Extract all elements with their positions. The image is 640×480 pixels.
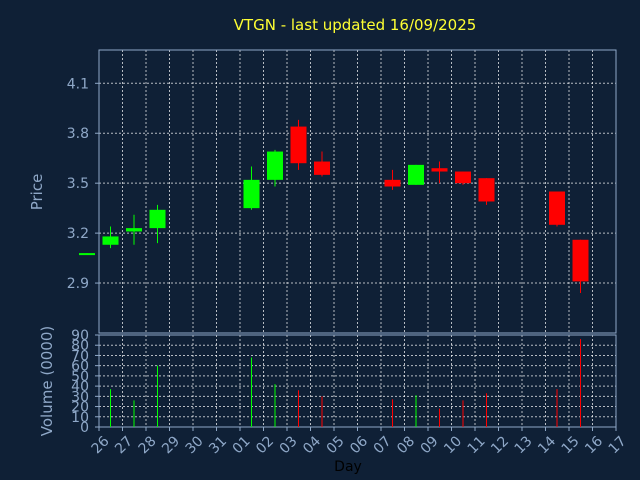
- price-panel-frame: [98, 49, 617, 334]
- x-tick-label: 01: [230, 433, 254, 457]
- price-axis-ticks: 4.1 3.8 3.5 3.2 2.9: [67, 76, 99, 292]
- price-tick-label: 3.2: [67, 226, 89, 242]
- x-axis-ticks: 26 27 28 29 30 31 01 02 03 04 05 06 07 08 09 10 11 12 13 14…: [89, 427, 630, 457]
- x-tick-label: 11: [465, 433, 489, 457]
- candle-body: [314, 161, 330, 175]
- price-tick-label: 4.1: [67, 76, 89, 92]
- candle-body: [572, 239, 589, 282]
- x-tick-label: 29: [159, 433, 183, 457]
- price-axis-label: Price: [28, 174, 46, 211]
- volume-tick-label: 80: [71, 338, 89, 354]
- volume-tick-label: 40: [71, 379, 89, 395]
- candle-body: [478, 178, 495, 202]
- x-tick-label: 13: [512, 433, 536, 457]
- x-tick-label: 26: [89, 433, 113, 457]
- x-tick-label: 03: [277, 433, 301, 457]
- x-tick-label: 31: [206, 433, 230, 457]
- candle-body: [79, 253, 95, 256]
- x-tick-label: 10: [441, 433, 465, 457]
- candle-body: [102, 236, 119, 245]
- candle-body: [290, 126, 307, 164]
- candle-body: [431, 168, 448, 172]
- candle-body: [455, 171, 471, 184]
- candle-body: [267, 151, 283, 180]
- x-tick-label: 17: [606, 433, 630, 457]
- price-tick-label: 3.5: [67, 176, 89, 192]
- x-tick-label: 14: [535, 433, 559, 457]
- candle-body: [408, 164, 424, 185]
- price-tick-label: 3.8: [67, 126, 89, 142]
- x-tick-label: 30: [183, 433, 207, 457]
- candle-body: [126, 228, 142, 232]
- x-tick-label: 15: [559, 433, 583, 457]
- candle-body: [243, 179, 260, 209]
- candle-body: [384, 179, 401, 187]
- x-tick-label: 09: [418, 433, 442, 457]
- volume-tick-label: 0: [80, 420, 89, 436]
- volume-tick-label: 10: [71, 410, 89, 426]
- x-tick-label: 02: [253, 433, 277, 457]
- x-tick-label: 07: [371, 433, 395, 457]
- volume-tick-label: 30: [71, 389, 89, 405]
- volume-tick-label: 90: [71, 328, 89, 344]
- price-tick-label: 2.9: [67, 276, 89, 292]
- volume-tick-label: 50: [71, 369, 89, 385]
- volume-tick-label: 70: [71, 348, 89, 364]
- x-tick-label: 28: [136, 433, 160, 457]
- x-tick-label: 08: [394, 433, 418, 457]
- x-tick-label: 06: [347, 433, 371, 457]
- x-tick-label: 05: [324, 433, 348, 457]
- price-grid: [98, 50, 617, 333]
- x-tick-label: 04: [300, 433, 324, 457]
- x-axis-label: Day: [334, 459, 362, 475]
- volume-tick-label: 60: [71, 359, 89, 375]
- candle-body: [149, 209, 166, 229]
- price-panel: [79, 49, 617, 334]
- volume-tick-label: 20: [71, 400, 89, 416]
- volume-grid: [98, 334, 617, 428]
- chart-title: VTGN - last updated 16/09/2025: [234, 16, 477, 34]
- x-tick-label: 16: [582, 433, 606, 457]
- volume-axis-label: Volume (0000): [38, 326, 56, 436]
- x-tick-label: 27: [112, 433, 136, 457]
- x-tick-label: 12: [488, 433, 512, 457]
- candle-body: [549, 191, 565, 225]
